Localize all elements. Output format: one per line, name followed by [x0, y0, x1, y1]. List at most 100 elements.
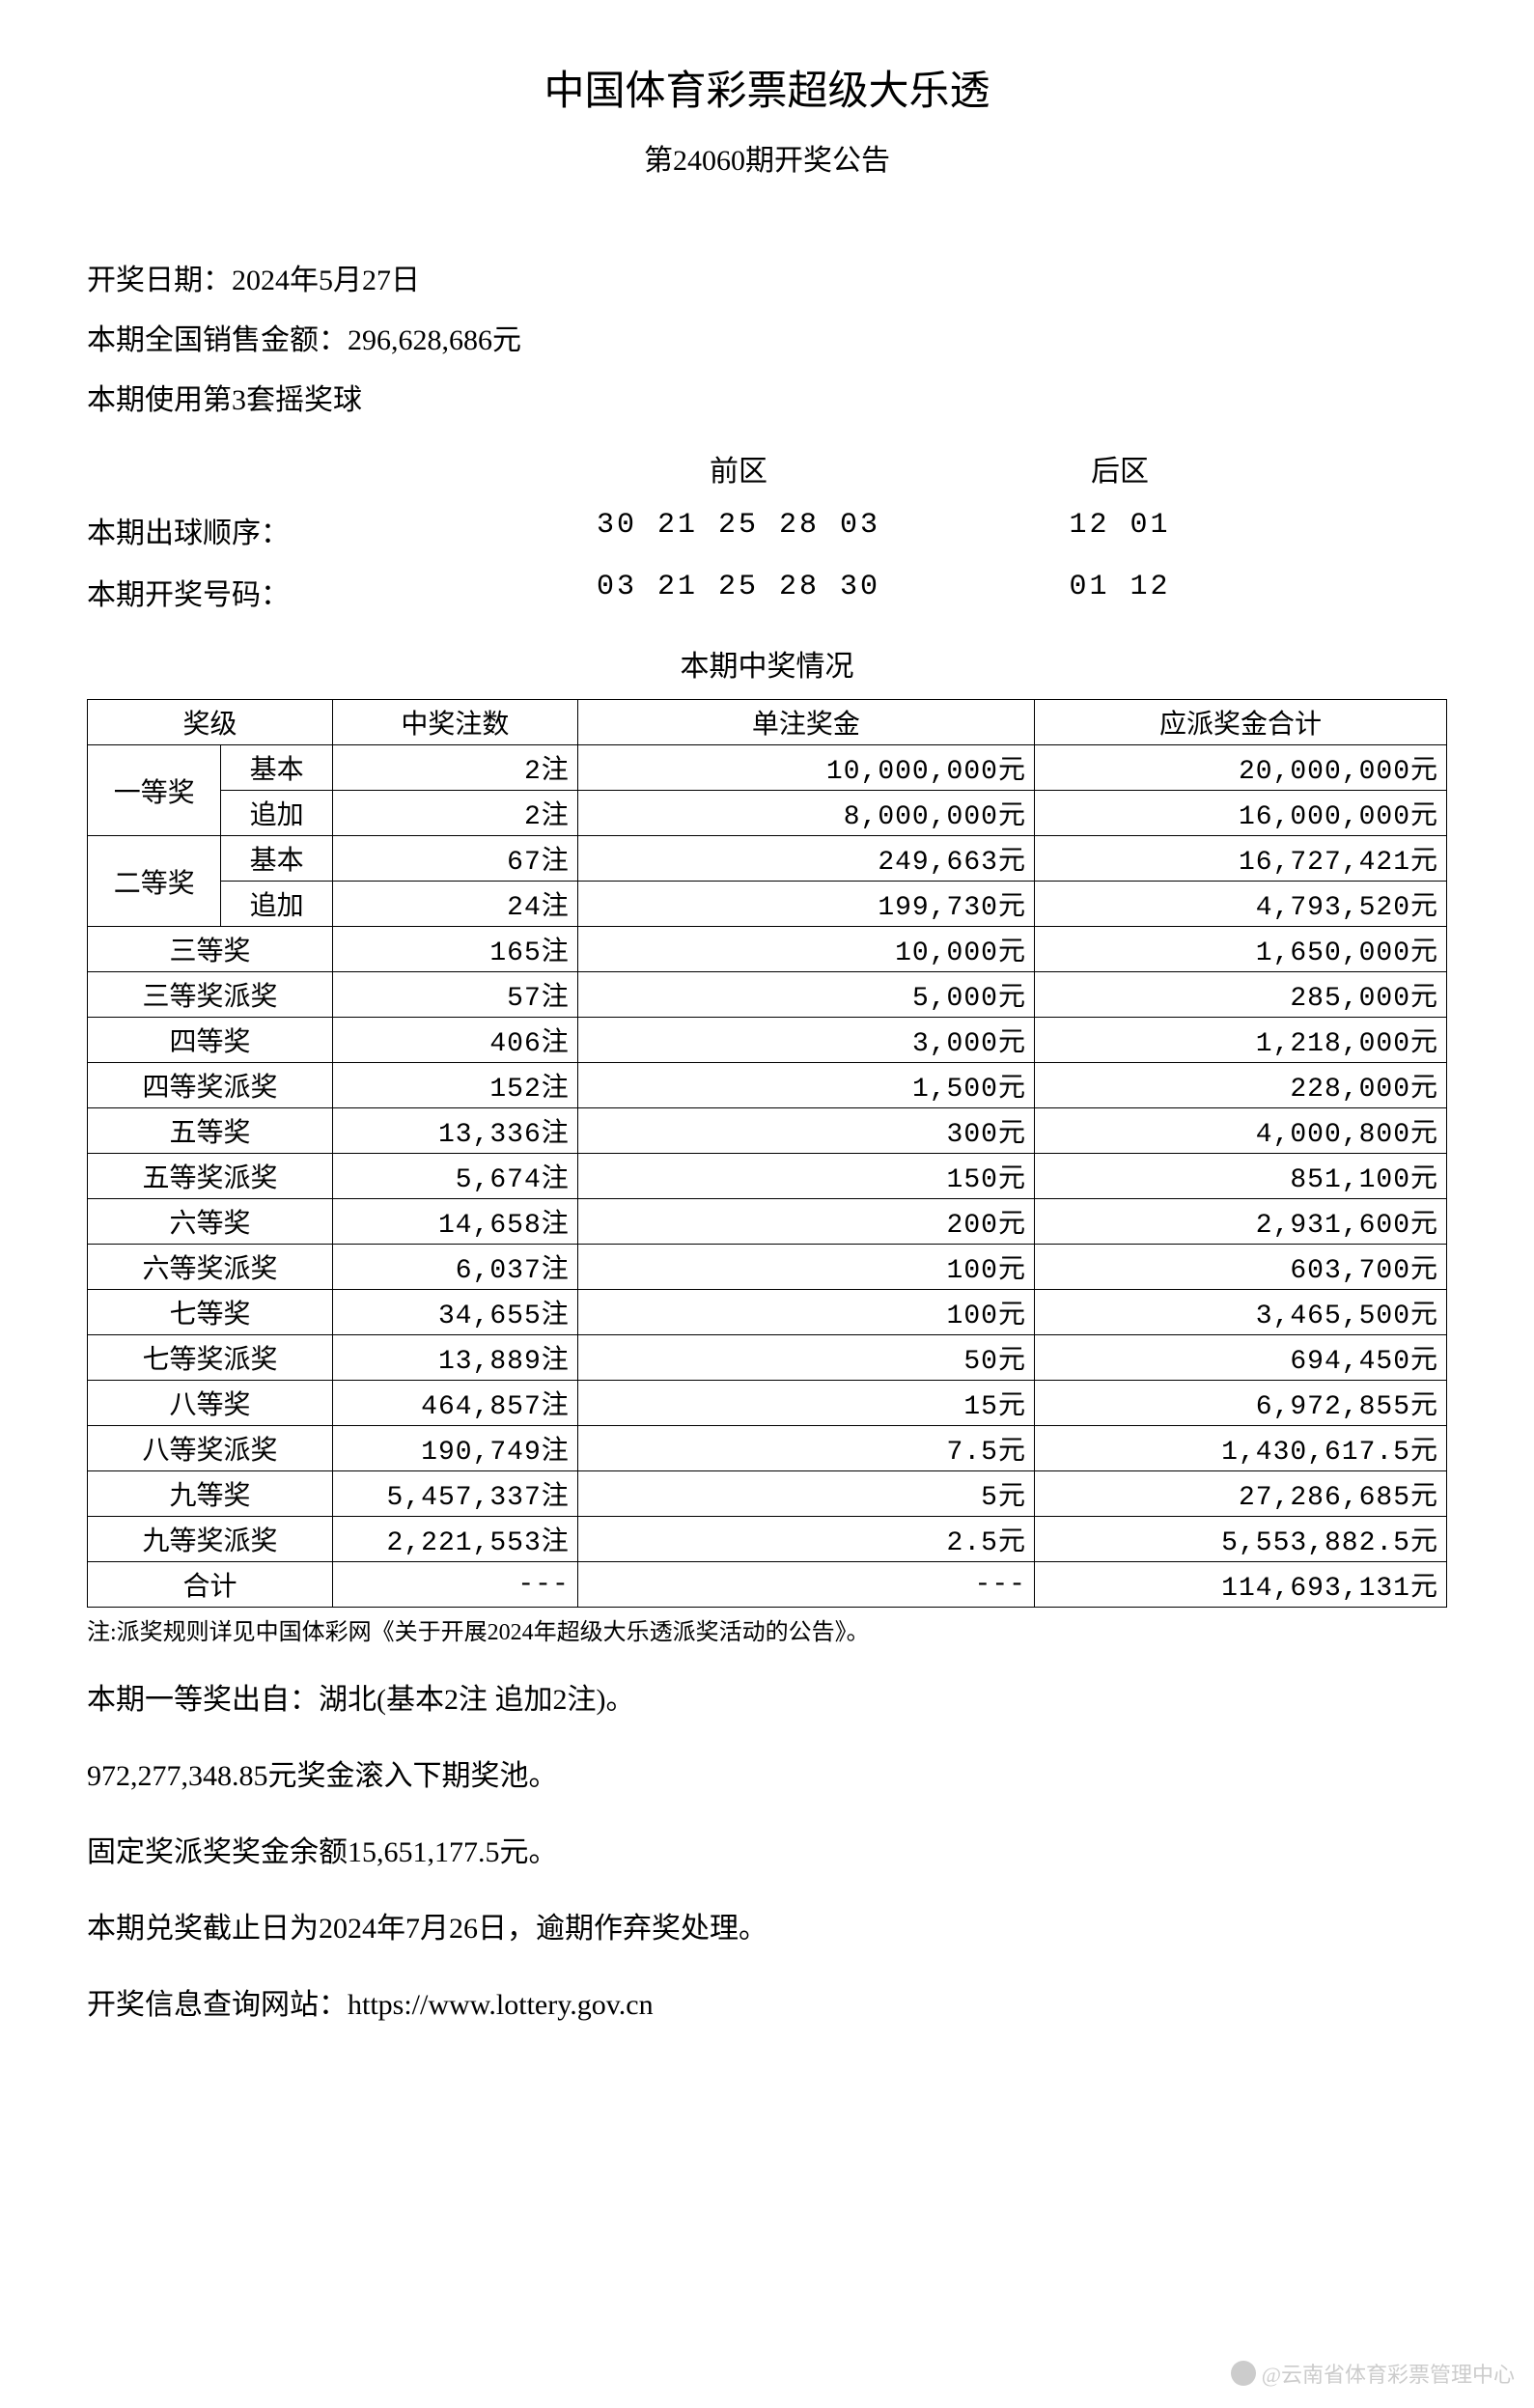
cell-count: 190,749注: [332, 1426, 577, 1471]
table-header-row: 奖级 中奖注数 单注奖金 应派奖金合计: [88, 700, 1447, 745]
table-row: 八等奖派奖 190,749注 7.5元 1,430,617.5元: [88, 1426, 1447, 1471]
cell-level: 九等奖派奖: [88, 1517, 333, 1562]
table-row: 四等奖派奖 152注 1,500元 228,000元: [88, 1063, 1447, 1108]
table-row: 追加 24注 199,730元 4,793,520元: [88, 882, 1447, 927]
table-row: 六等奖派奖 6,037注 100元 603,700元: [88, 1245, 1447, 1290]
header-winners: 中奖注数: [332, 700, 577, 745]
table-row: 五等奖派奖 5,674注 150元 851,100元: [88, 1154, 1447, 1199]
cell-level: 八等奖: [88, 1381, 333, 1426]
sales-amount: 本期全国销售金额：296,628,686元: [87, 316, 1447, 358]
table-row: 六等奖 14,658注 200元 2,931,600元: [88, 1199, 1447, 1245]
cell-level: 三等奖: [88, 927, 333, 972]
cell-count: 6,037注: [332, 1245, 577, 1290]
table-row: 七等奖 34,655注 100元 3,465,500元: [88, 1290, 1447, 1335]
header-per-amount: 单注奖金: [577, 700, 1034, 745]
cell-total: 1,218,000元: [1034, 1018, 1446, 1063]
front-area-label: 前区: [502, 447, 975, 490]
table-row: 四等奖 406注 3,000元 1,218,000元: [88, 1018, 1447, 1063]
cell-count: 67注: [332, 836, 577, 882]
cell-level: 八等奖派奖: [88, 1426, 333, 1471]
info-section: 开奖日期：2024年5月27日 本期全国销售金额：296,628,686元 本期…: [87, 256, 1447, 418]
cell-amount: 1,500元: [577, 1063, 1034, 1108]
cell-level: 六等奖: [88, 1199, 333, 1245]
cell-total: 851,100元: [1034, 1154, 1446, 1199]
draw-order-back: 12 01: [975, 509, 1265, 551]
cell-amount: 8,000,000元: [577, 791, 1034, 836]
cell-amount: 15元: [577, 1381, 1034, 1426]
cell-count: 2注: [332, 745, 577, 791]
cell-level: 三等奖派奖: [88, 972, 333, 1018]
cell-amount: 300元: [577, 1108, 1034, 1154]
footer-website: 开奖信息查询网站：https://www.lottery.gov.cn: [87, 1980, 1447, 2023]
basic-label: 基本: [221, 836, 332, 882]
table-row: 九等奖派奖 2,221,553注 2.5元 5,553,882.5元: [88, 1517, 1447, 1562]
tier1-label: 一等奖: [88, 745, 221, 836]
watermark-icon: [1231, 2361, 1256, 2386]
watermark-text: @云南省体育彩票管理中心: [1262, 2358, 1515, 2389]
cell-level: 七等奖: [88, 1290, 333, 1335]
cell-amount: 249,663元: [577, 836, 1034, 882]
cell-level: 四等奖派奖: [88, 1063, 333, 1108]
cell-count: 24注: [332, 882, 577, 927]
addon-label: 追加: [221, 882, 332, 927]
cell-count: 13,336注: [332, 1108, 577, 1154]
total-total: 114,693,131元: [1034, 1562, 1446, 1608]
cell-total: 5,553,882.5元: [1034, 1517, 1446, 1562]
cell-amount: 150元: [577, 1154, 1034, 1199]
numbers-header: 前区 后区: [87, 447, 1447, 490]
cell-level: 七等奖派奖: [88, 1335, 333, 1381]
cell-amount: 7.5元: [577, 1426, 1034, 1471]
cell-count: 5,674注: [332, 1154, 577, 1199]
footer-deadline: 本期兑奖截止日为2024年7月26日，逾期作弃奖处理。: [87, 1904, 1447, 1946]
header-prize-level: 奖级: [88, 700, 333, 745]
addon-label: 追加: [221, 791, 332, 836]
cell-level: 五等奖: [88, 1108, 333, 1154]
table-title: 本期中奖情况: [87, 642, 1447, 685]
cell-total: 603,700元: [1034, 1245, 1446, 1290]
cell-amount: 5元: [577, 1471, 1034, 1517]
table-row: 七等奖派奖 13,889注 50元 694,450元: [88, 1335, 1447, 1381]
cell-amount: 100元: [577, 1290, 1034, 1335]
cell-count: 406注: [332, 1018, 577, 1063]
cell-count: 152注: [332, 1063, 577, 1108]
table-row: 九等奖 5,457,337注 5元 27,286,685元: [88, 1471, 1447, 1517]
watermark: @云南省体育彩票管理中心: [1231, 2358, 1515, 2389]
table-row: 三等奖 165注 10,000元 1,650,000元: [88, 927, 1447, 972]
cell-total: 4,793,520元: [1034, 882, 1446, 927]
cell-amount: 50元: [577, 1335, 1034, 1381]
total-count: ---: [332, 1562, 577, 1608]
cell-count: 57注: [332, 972, 577, 1018]
cell-amount: 10,000,000元: [577, 745, 1034, 791]
cell-level: 五等奖派奖: [88, 1154, 333, 1199]
cell-amount: 100元: [577, 1245, 1034, 1290]
cell-total: 1,430,617.5元: [1034, 1426, 1446, 1471]
cell-amount: 2.5元: [577, 1517, 1034, 1562]
table-row: 追加 2注 8,000,000元 16,000,000元: [88, 791, 1447, 836]
cell-total: 16,000,000元: [1034, 791, 1446, 836]
footer-section: 本期一等奖出自：湖北(基本2注 追加2注)。 972,277,348.85元奖金…: [87, 1675, 1447, 2023]
tier2-label: 二等奖: [88, 836, 221, 927]
cell-total: 3,465,500元: [1034, 1290, 1446, 1335]
cell-count: 2,221,553注: [332, 1517, 577, 1562]
cell-amount: 10,000元: [577, 927, 1034, 972]
prize-table: 奖级 中奖注数 单注奖金 应派奖金合计 一等奖 基本 2注 10,000,000…: [87, 699, 1447, 1608]
cell-total: 20,000,000元: [1034, 745, 1446, 791]
cell-count: 14,658注: [332, 1199, 577, 1245]
table-note: 注:派奖规则详见中国体彩网《关于开展2024年超级大乐透派奖活动的公告》。: [87, 1612, 1447, 1646]
cell-total: 6,972,855元: [1034, 1381, 1446, 1426]
cell-amount: 200元: [577, 1199, 1034, 1245]
table-row: 三等奖派奖 57注 5,000元 285,000元: [88, 972, 1447, 1018]
cell-total: 285,000元: [1034, 972, 1446, 1018]
cell-amount: 3,000元: [577, 1018, 1034, 1063]
draw-order-front: 30 21 25 28 03: [502, 509, 975, 551]
cell-level: 六等奖派奖: [88, 1245, 333, 1290]
draw-order-label: 本期出球顺序：: [87, 509, 502, 551]
page-title: 中国体育彩票超级大乐透: [87, 58, 1447, 117]
numbers-section: 前区 后区 本期出球顺序： 30 21 25 28 03 12 01 本期开奖号…: [87, 447, 1447, 613]
winning-row: 本期开奖号码： 03 21 25 28 30 01 12: [87, 571, 1447, 613]
winning-front: 03 21 25 28 30: [502, 571, 975, 613]
cell-level: 四等奖: [88, 1018, 333, 1063]
cell-level: 九等奖: [88, 1471, 333, 1517]
footer-rollover: 972,277,348.85元奖金滚入下期奖池。: [87, 1751, 1447, 1794]
cell-total: 694,450元: [1034, 1335, 1446, 1381]
